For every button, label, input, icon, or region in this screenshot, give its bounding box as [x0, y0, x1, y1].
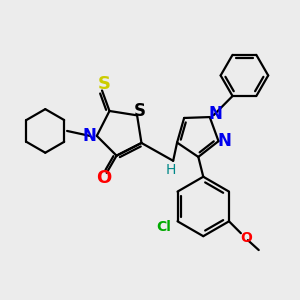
- Text: N: N: [209, 105, 223, 123]
- Text: H: H: [166, 163, 176, 177]
- Text: O: O: [96, 169, 111, 187]
- Text: Cl: Cl: [156, 220, 171, 234]
- Text: O: O: [240, 231, 252, 245]
- Text: S: S: [134, 102, 146, 120]
- Text: N: N: [83, 127, 97, 145]
- Text: S: S: [98, 75, 110, 93]
- Text: N: N: [218, 132, 231, 150]
